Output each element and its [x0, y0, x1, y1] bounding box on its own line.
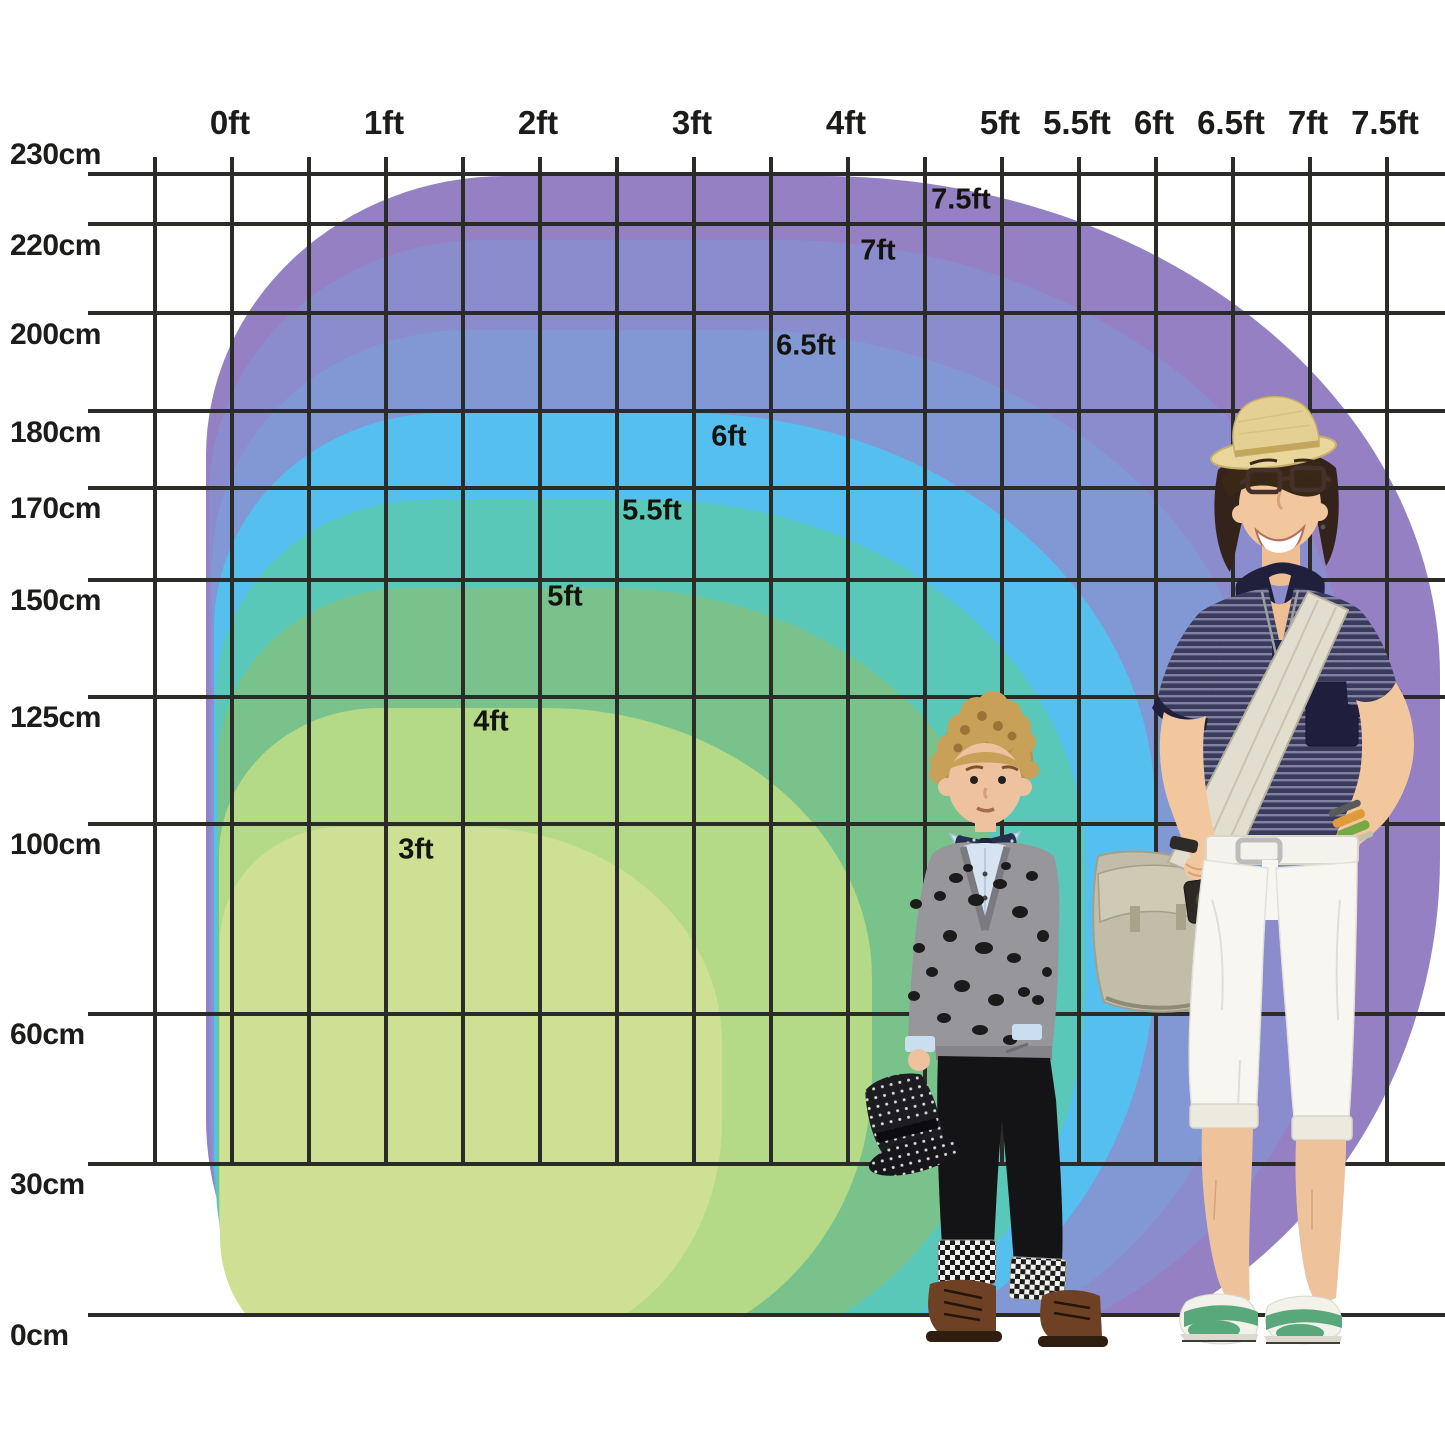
- boy-boots: [926, 1279, 1108, 1347]
- boy-pants: [937, 1056, 1063, 1264]
- ring-label-5-5ft: 5.5ft: [622, 494, 682, 527]
- x-tick-7-5ft: 7.5ft: [1351, 104, 1419, 141]
- x-tick-0ft: 0ft: [209, 104, 251, 141]
- ring-label-7-5ft: 7.5ft: [931, 183, 991, 216]
- x-tick-3ft: 3ft: [671, 104, 713, 141]
- man-glasses: [1239, 465, 1332, 495]
- ring-label-6ft: 6ft: [711, 420, 747, 453]
- man-espadrille-shoes: [1179, 1293, 1343, 1345]
- ring-label-3ft: 3ft: [398, 833, 434, 866]
- y-tick-30cm: 30cm: [10, 1168, 85, 1201]
- x-tick-6ft: 6ft: [1133, 104, 1175, 141]
- man-white-capri-pants: [1188, 859, 1358, 1141]
- x-tick-7ft: 7ft: [1287, 104, 1329, 141]
- adult-model-photo: [1092, 395, 1414, 1345]
- y-tick-150cm: 150cm: [10, 584, 101, 617]
- x-tick-4ft: 4ft: [825, 104, 867, 141]
- x-tick-6-5ft: 6.5ft: [1197, 104, 1265, 141]
- ring-label-6-5ft: 6.5ft: [776, 329, 836, 362]
- x-tick-5ft: 5ft: [979, 104, 1021, 141]
- ring-3ft: [220, 827, 722, 1347]
- y-tick-230cm: 230cm: [10, 138, 101, 171]
- y-tick-125cm: 125cm: [10, 701, 101, 734]
- x-tick-2ft: 2ft: [517, 104, 559, 141]
- y-tick-100cm: 100cm: [10, 828, 101, 861]
- ring-label-7ft: 7ft: [860, 234, 896, 267]
- ring-label-5ft: 5ft: [547, 580, 583, 613]
- y-tick-170cm: 170cm: [10, 492, 101, 525]
- child-model-photo: [865, 691, 1108, 1347]
- y-tick-220cm: 220cm: [10, 229, 101, 262]
- y-tick-200cm: 200cm: [10, 318, 101, 351]
- ring-label-4ft: 4ft: [473, 705, 509, 738]
- y-tick-60cm: 60cm: [10, 1018, 85, 1051]
- boy-leopard-spots: [908, 862, 1052, 1045]
- y-tick-0cm: 0cm: [10, 1319, 69, 1352]
- y-tick-180cm: 180cm: [10, 416, 101, 449]
- x-tick-5-5ft: 5.5ft: [1043, 104, 1111, 141]
- x-tick-1ft: 1ft: [363, 104, 405, 141]
